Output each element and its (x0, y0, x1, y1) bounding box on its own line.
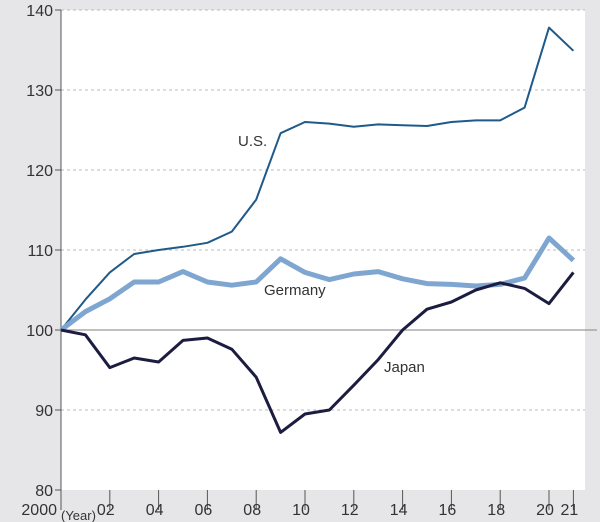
series-label: Germany (264, 282, 326, 299)
y-tick-label: 110 (27, 243, 53, 260)
series-line-us (60, 26, 575, 331)
x-tick-label: 18 (487, 502, 505, 519)
y-tick-label: 80 (35, 483, 53, 500)
series-label: U.S. (238, 133, 267, 150)
x-tick-label: 21 (561, 502, 579, 519)
x-tick-label: 16 (439, 502, 457, 519)
y-tick-label: 130 (26, 83, 53, 100)
series-line-japan (60, 271, 575, 434)
x-tick-label: 08 (243, 502, 261, 519)
x-tick-label: 14 (390, 502, 408, 519)
x-tick-label: 06 (195, 502, 213, 519)
y-tick-label: 140 (26, 3, 53, 20)
y-tick-label: 100 (26, 323, 53, 340)
x-tick-label: 2000 (21, 502, 57, 519)
y-tick-label: 90 (35, 403, 53, 420)
y-tick-label: 120 (26, 163, 53, 180)
x-tick-label: 04 (146, 502, 164, 519)
x-axis-label: (Year) (61, 508, 96, 522)
x-tick-label: 10 (292, 502, 310, 519)
x-tick-label: 02 (97, 502, 115, 519)
x-tick-label: 12 (341, 502, 359, 519)
x-tick-label: 20 (536, 502, 554, 519)
series-label: Japan (384, 359, 425, 376)
